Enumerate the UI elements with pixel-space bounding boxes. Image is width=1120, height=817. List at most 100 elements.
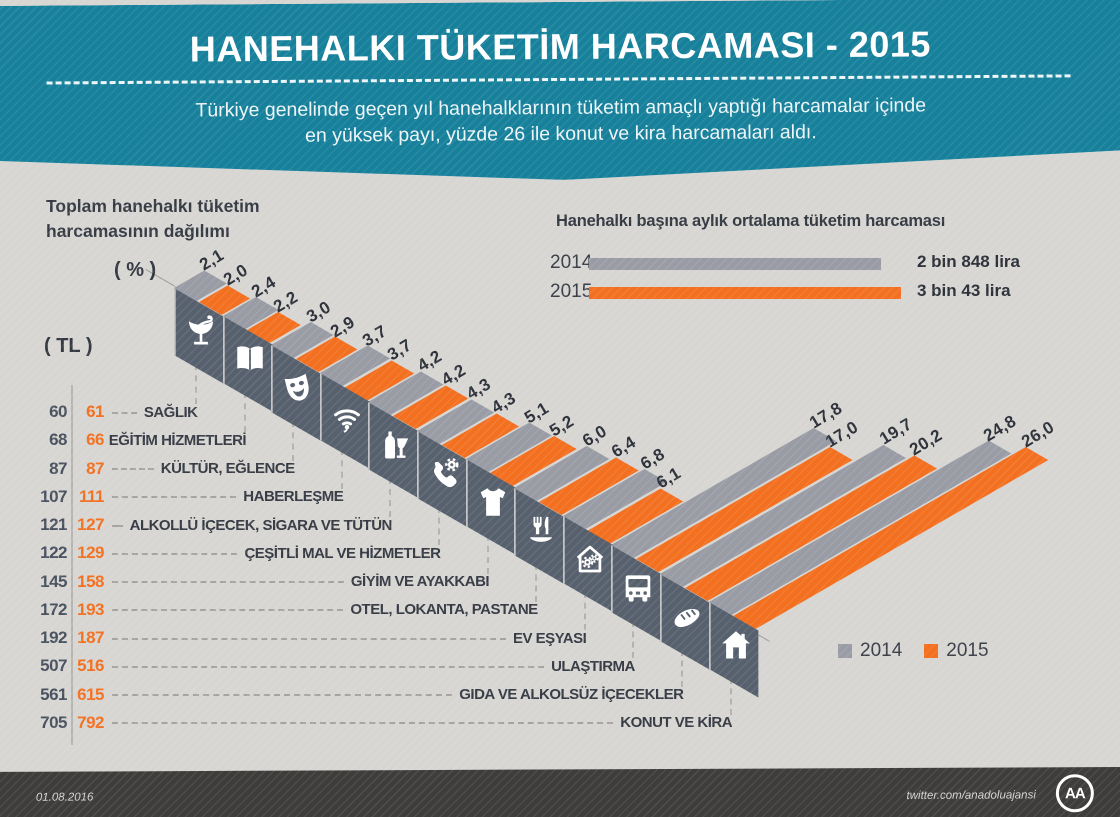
avg-value-label: 3 bin 43 lira — [917, 281, 1011, 300]
tl-value-2015: 111 — [79, 486, 105, 506]
phone-service-icon — [423, 451, 465, 497]
bottle-glass-icon — [374, 422, 416, 468]
category-label: ALKOLLÜ İÇECEK, SİGARA VE TÜTÜN — [129, 516, 393, 534]
category-label: ULAŞTIRMA — [551, 657, 635, 675]
bread-icon — [666, 594, 708, 640]
category-row: ALKOLLÜ İÇECEK, SİGARA VE TÜTÜN — [112, 515, 392, 535]
theater-mask-icon — [277, 365, 319, 411]
row-dash-line — [112, 665, 545, 668]
bus-icon — [617, 565, 659, 611]
tl-value-2014: 192 — [40, 628, 67, 648]
pharmacy-icon — [180, 308, 222, 354]
restaurant-icon — [520, 508, 562, 554]
tl-value-2015: 792 — [77, 712, 104, 732]
tl-value-2014: 121 — [40, 515, 67, 535]
distribution-title-line1: Toplam hanehalkı tüketim — [46, 196, 260, 216]
distribution-title-line2: harcamasının dağılımı — [46, 221, 230, 241]
category-label: GIDA VE ALKOLSÜZ İÇECEKLER — [459, 686, 684, 704]
tile-connector-line — [292, 420, 295, 461]
row-dash-line — [112, 552, 238, 555]
tl-value-2015: 87 — [86, 458, 104, 478]
tile-connector-line — [438, 506, 440, 546]
category-row: EV EŞYASI — [112, 628, 587, 648]
category-row: KONUT VE KİRA — [112, 713, 733, 733]
category-row: HABERLEŞME — [112, 487, 344, 507]
tl-value-2014: 705 — [40, 712, 67, 732]
tl-value-2015: 66 — [86, 430, 104, 450]
footer-bar: 01.08.2016 twitter.com/anadoluajansi AA — [0, 767, 1120, 817]
tile-connector-line — [535, 563, 538, 602]
category-label: KÜLTÜR, EĞLENCE — [160, 460, 295, 478]
tl-value-2015: 193 — [77, 599, 104, 619]
tl-column-separator — [70, 385, 73, 745]
category-row: EĞİTİM HİZMETLERİ — [108, 430, 247, 450]
tl-value-2014: 507 — [40, 656, 67, 676]
header-banner: HANEHALKI TÜKETİM HARCAMASI - 2015 Türki… — [0, 0, 1120, 184]
row-dash-line — [112, 496, 237, 499]
tl-value-2015: 615 — [77, 684, 104, 704]
footer-date: 01.08.2016 — [35, 791, 94, 804]
category-label: ÇEŞİTLİ MAL VE HİZMETLER — [244, 544, 441, 562]
category-row: KÜLTÜR, EĞLENCE — [112, 459, 295, 479]
row-dash-line — [112, 694, 453, 697]
percent-axis-label: ( % ) — [114, 259, 157, 281]
tl-value-2015: 127 — [77, 515, 104, 535]
category-label: KONUT VE KİRA — [620, 714, 733, 732]
category-row: OTEL, LOKANTA, PASTANE — [112, 600, 538, 620]
aa-agency-logo-icon: AA — [1055, 774, 1094, 813]
avg-bar-2015 — [589, 287, 901, 299]
tile-connector-line — [681, 649, 683, 687]
category-row: GİYİM VE AYAKKABI — [112, 572, 490, 592]
tile-connector-line — [195, 363, 197, 404]
tl-value-2014: 87 — [49, 458, 67, 478]
tl-value-2014: 172 — [40, 599, 67, 619]
house-icon — [715, 622, 757, 668]
row-dash-line — [112, 609, 344, 612]
tl-axis-label: ( TL ) — [44, 335, 93, 357]
tl-value-2014: 561 — [40, 684, 67, 704]
avg-bar-2014 — [589, 258, 881, 270]
row-dash-line — [112, 722, 614, 725]
tl-value-2015: 158 — [77, 571, 104, 591]
category-row: SAĞLIK — [112, 402, 198, 422]
tile-connector-line — [389, 477, 392, 518]
legend-label: 2015 — [946, 640, 989, 661]
tl-value-2014: 60 — [49, 402, 67, 421]
category-label: SAĞLIK — [143, 403, 198, 421]
tile-connector-line — [340, 449, 343, 489]
avg-year-label: 2014 — [550, 252, 593, 273]
category-label: GİYİM VE AYAKKABI — [350, 573, 490, 591]
tl-value-2014: 68 — [49, 430, 67, 450]
tile-connector-line — [632, 620, 635, 659]
page-title: HANEHALKI TÜKETİM HARCAMASI - 2015 — [189, 23, 931, 70]
open-book-icon — [229, 336, 271, 382]
avg-year-label: 2015 — [550, 281, 593, 302]
tile-connector-line — [729, 678, 732, 715]
distribution-title: Toplam hanehalkı tüketim harcamasının da… — [46, 194, 260, 244]
aa-logo-text: AA — [1064, 784, 1085, 802]
shirt-icon — [472, 479, 514, 525]
row-dash-line — [112, 468, 154, 471]
header-dashed-divider — [47, 74, 1071, 84]
row-dash-line — [112, 411, 137, 414]
home-goods-icon — [569, 536, 611, 582]
category-label: EV EŞYASI — [512, 629, 587, 647]
avg-value-label: 2 bin 848 lira — [917, 252, 1020, 271]
footer-twitter-handle: twitter.com/anadoluajansi — [906, 789, 1036, 802]
tile-connector-line — [486, 535, 489, 574]
legend-swatch-2015 — [924, 644, 939, 658]
category-label: OTEL, LOKANTA, PASTANE — [350, 601, 538, 619]
row-dash-line — [112, 524, 123, 527]
category-label: EĞİTİM HİZMETLERİ — [108, 431, 247, 449]
legend-label: 2014 — [860, 640, 903, 661]
tl-value-2014: 122 — [40, 543, 67, 563]
category-row: ÇEŞİTLİ MAL VE HİZMETLER — [112, 543, 441, 563]
wifi-icon — [326, 393, 368, 439]
tile-connector-line — [583, 592, 586, 631]
legend-item: 2014 — [838, 640, 902, 662]
row-dash-line — [112, 637, 506, 640]
tl-value-2015: 61 — [86, 402, 104, 421]
tl-value-2014: 107 — [40, 486, 67, 506]
tl-value-2015: 187 — [77, 628, 104, 648]
tl-value-2014: 145 — [40, 571, 67, 591]
